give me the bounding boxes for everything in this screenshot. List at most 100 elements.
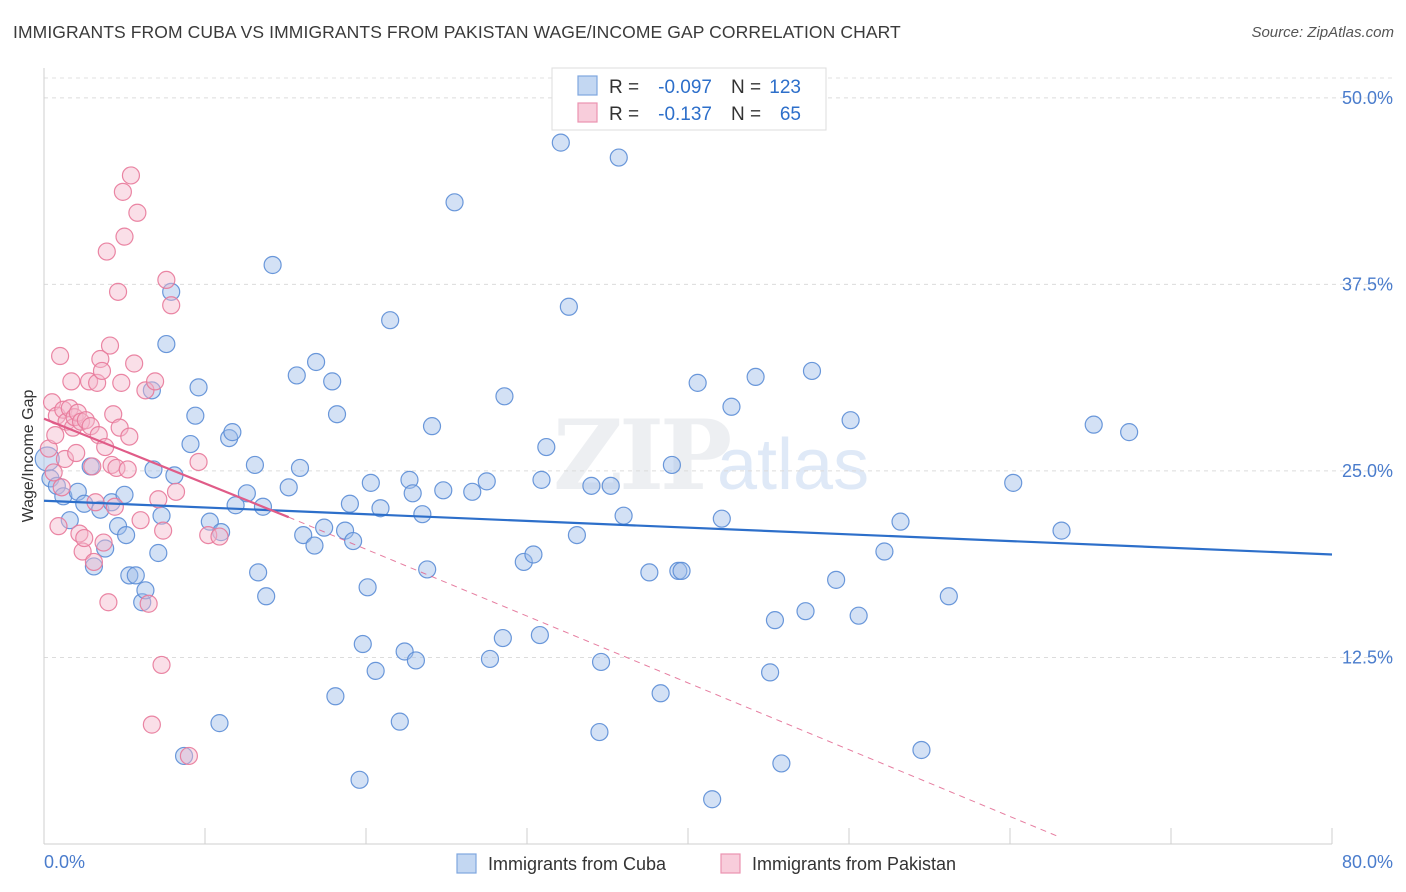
- point-cuba-54: [344, 531, 363, 551]
- point-pakistan-42: [112, 373, 131, 392]
- point-cuba-59: [366, 661, 385, 680]
- point-pakistan-54: [145, 372, 165, 391]
- point-cuba-44: [290, 458, 310, 478]
- point-cuba-16: [126, 566, 145, 585]
- point-cuba-47: [306, 352, 326, 372]
- point-cuba-97: [703, 790, 722, 809]
- point-cuba-77: [514, 552, 533, 572]
- legend-box: R = -0.097 N = 123 R = -0.137 N = 65: [551, 67, 827, 131]
- point-pakistan-57: [154, 521, 173, 540]
- point-cuba-43: [287, 366, 306, 385]
- point-cuba-88: [601, 476, 620, 495]
- point-cuba-108: [849, 606, 868, 625]
- point-cuba-91: [640, 563, 659, 582]
- point-cuba-24: [162, 282, 181, 301]
- point-pakistan-38: [105, 497, 124, 516]
- point-pakistan-62: [189, 452, 208, 472]
- point-cuba-49: [323, 372, 342, 391]
- point-cuba-114: [1052, 521, 1071, 540]
- point-cuba-18: [136, 581, 155, 600]
- point-cuba-76: [495, 387, 514, 406]
- point-cuba-115: [1084, 415, 1103, 434]
- point-cuba-85: [582, 476, 601, 495]
- point-cuba-56: [353, 634, 372, 654]
- point-cuba-46: [305, 536, 324, 555]
- watermark: ZIP atlas: [553, 399, 869, 512]
- point-pakistan-27: [88, 373, 107, 392]
- point-cuba-50: [326, 687, 345, 706]
- trend-lines: [43, 417, 1333, 838]
- point-pakistan-55: [149, 490, 168, 509]
- point-cuba-72: [463, 482, 482, 501]
- point-cuba-34: [223, 423, 242, 442]
- point-pakistan-9: [55, 449, 75, 469]
- point-cuba-99: [722, 397, 741, 416]
- legend-n-value-pakistan: 65: [780, 104, 801, 125]
- x-tick-label-max: 80.0%: [1342, 852, 1393, 872]
- svg-text:ZIP: ZIP: [553, 399, 730, 512]
- point-cuba-82: [551, 133, 570, 152]
- point-cuba-28: [186, 406, 205, 425]
- point-pakistan-44: [115, 227, 134, 246]
- point-pakistan-49: [128, 203, 147, 222]
- point-pakistan-15: [67, 443, 86, 463]
- point-cuba-83: [559, 297, 578, 316]
- point-cuba-21: [149, 543, 168, 563]
- point-cuba-84: [567, 525, 587, 545]
- y-tick-label-3: 12.5%: [1342, 647, 1393, 667]
- point-pakistan-31: [94, 533, 113, 552]
- point-pakistan-2: [44, 463, 63, 482]
- y-tick-label-1: 37.5%: [1342, 274, 1393, 294]
- point-pakistan-60: [166, 482, 186, 501]
- point-pakistan-45: [118, 460, 137, 479]
- point-pakistan-33: [97, 242, 116, 261]
- point-pakistan-50: [131, 511, 150, 530]
- bottom-legend-swatch-cuba: [456, 853, 477, 874]
- legend-swatch-pakistan: [577, 102, 598, 123]
- point-cuba-78: [524, 545, 543, 564]
- point-cuba-37: [245, 455, 265, 475]
- legend-r-label-cuba: R =: [609, 77, 639, 98]
- point-cuba-42: [279, 478, 298, 497]
- y-tick-label-2: 25.0%: [1342, 461, 1393, 481]
- point-cuba-62: [390, 712, 409, 731]
- point-cuba-74: [480, 649, 500, 669]
- series-pakistan-points: [39, 166, 229, 766]
- point-cuba-116: [1120, 423, 1139, 442]
- legend-r-value-cuba: -0.097: [658, 77, 712, 98]
- point-cuba-68: [418, 560, 437, 579]
- point-cuba-109: [875, 542, 894, 561]
- point-cuba-86: [590, 722, 609, 742]
- y-tick-label-0: 50.0%: [1342, 88, 1393, 108]
- point-pakistan-47: [121, 166, 141, 185]
- svg-text:atlas: atlas: [717, 425, 869, 505]
- point-pakistan-25: [84, 552, 104, 572]
- chart-title: IMMIGRANTS FROM CUBA VS IMMIGRANTS FROM …: [13, 22, 901, 42]
- point-cuba-31: [210, 714, 229, 733]
- legend-n-value-cuba: 123: [769, 77, 801, 98]
- point-pakistan-64: [210, 527, 229, 546]
- point-cuba-96: [688, 373, 707, 392]
- point-cuba-60: [371, 499, 390, 518]
- point-cuba-4: [60, 511, 79, 530]
- point-cuba-95: [672, 561, 691, 581]
- point-cuba-14: [117, 525, 136, 545]
- legend-r-label-pakistan: R =: [609, 104, 639, 125]
- point-cuba-67: [413, 505, 432, 524]
- y-axis-title: Wage/Income Gap: [20, 390, 37, 523]
- point-cuba-101: [761, 663, 780, 682]
- point-pakistan-12: [62, 372, 81, 391]
- point-cuba-93: [662, 455, 682, 475]
- point-cuba-104: [796, 602, 815, 621]
- legend-r-value-pakistan: -0.137: [658, 104, 712, 125]
- point-cuba-27: [181, 434, 200, 454]
- series-cuba-points: [34, 133, 1139, 809]
- point-cuba-48: [315, 518, 334, 537]
- bottom-legend-swatch-pakistan: [720, 853, 741, 874]
- point-cuba-30: [200, 512, 219, 531]
- point-cuba-64: [400, 470, 419, 489]
- legend-swatch-cuba: [577, 75, 598, 96]
- point-cuba-105: [802, 361, 822, 381]
- point-cuba-75: [493, 628, 512, 648]
